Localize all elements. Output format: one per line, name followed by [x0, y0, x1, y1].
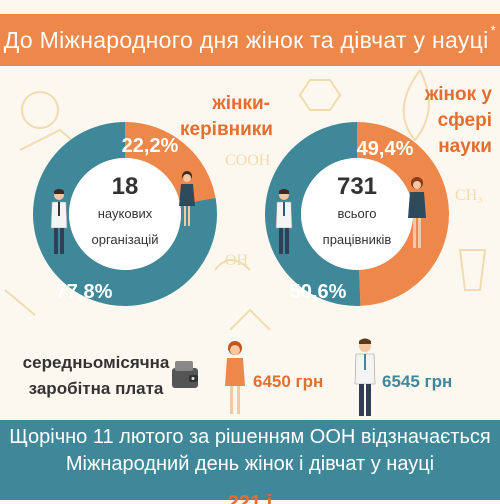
donut-slice-0 — [357, 122, 450, 306]
donut-hole — [301, 158, 413, 270]
donut-chart-employees: 49,4% 50,6% 731 всього працівників — [265, 122, 450, 306]
donut-slice-0 — [125, 122, 216, 205]
header-title: До Міжнародного дня жінок та дівчат у на… — [3, 26, 489, 53]
female-salary-value: 6450 грн — [253, 372, 324, 391]
man-icon — [50, 189, 68, 254]
header-banner: До Міжнародного дня жінок та дівчат у на… — [0, 14, 500, 66]
wallet-icon — [172, 361, 198, 388]
woman-salary-icon — [225, 341, 245, 414]
woman-icon — [179, 171, 195, 226]
man-science-icon — [275, 189, 293, 254]
male-salary-value: 6545 грн — [382, 372, 453, 391]
center-caption-line-0: всього — [338, 206, 377, 221]
donut-slice-1 — [33, 122, 218, 306]
footer-banner: Щорічно 11 лютого за рішенням ООН відзна… — [0, 420, 500, 504]
slice-label-0: 22,2% — [122, 135, 179, 157]
header-asterisk: * — [490, 22, 497, 38]
center-number: 18 — [112, 173, 139, 200]
salary-label: середньомісячна заробітна плата — [22, 353, 170, 398]
svg-text:CH₃: CH₃ — [455, 187, 483, 204]
slice-label-0: 49,4% — [357, 138, 414, 160]
slice-label-1: 77,8% — [56, 281, 113, 303]
footer-line-1: Щорічно 11 лютого за рішенням ООН відзна… — [9, 426, 491, 448]
women-science-annotation: жінок у сфері науки — [424, 84, 492, 157]
women-leaders-annotation: жінки-керівники — [180, 93, 273, 140]
center-caption-line-1: організацій — [92, 232, 159, 247]
donut-slice-1 — [265, 122, 361, 306]
svg-text:OH: OH — [225, 252, 249, 269]
donut-hole — [69, 158, 181, 270]
slice-label-1: 50,6% — [290, 281, 347, 303]
center-caption-line-1: працівників — [323, 232, 392, 247]
footer-line-3-partial: 221 і — [227, 492, 273, 504]
donut-chart-organizations: 22,2% 77,8% 18 наукових організацій — [33, 122, 218, 306]
center-number: 731 — [337, 173, 377, 200]
svg-text:COOH: COOH — [225, 152, 271, 169]
footer-line-2: Міжнародний день жінок і дівчат у науці — [65, 453, 435, 475]
man-salary-icon — [354, 338, 376, 416]
woman-science-icon — [408, 177, 426, 248]
center-caption-line-0: наукових — [98, 206, 153, 221]
